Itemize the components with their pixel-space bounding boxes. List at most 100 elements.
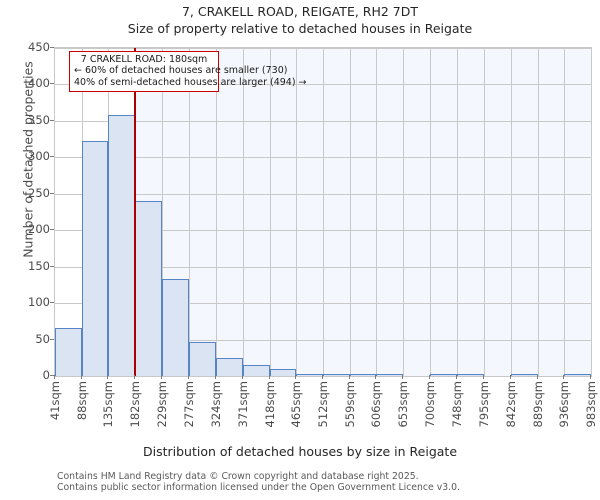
y-axis-tick-mark — [50, 193, 54, 194]
gridline-vertical — [162, 48, 163, 376]
x-axis-tick-mark — [188, 375, 189, 379]
x-axis-tick-label: 606sqm — [369, 381, 384, 428]
gridline-vertical — [430, 48, 431, 376]
gridline-vertical — [564, 48, 565, 376]
y-axis-tick-mark — [50, 375, 54, 376]
y-axis-tick-label: 250 — [28, 185, 50, 200]
x-axis-tick-label: 983sqm — [584, 381, 598, 428]
gridline-horizontal — [55, 48, 591, 49]
x-axis-tick-label: 795sqm — [477, 381, 492, 428]
x-axis-tick-label: 748sqm — [450, 381, 465, 428]
y-axis-tick-mark — [50, 302, 54, 303]
histogram-bar — [457, 374, 485, 376]
y-axis-title: Number of detached properties — [20, 61, 36, 258]
gridline-horizontal — [55, 230, 591, 231]
x-axis-tick-label: 465sqm — [289, 381, 304, 428]
gridline-horizontal — [55, 267, 591, 268]
x-axis-tick-label: 889sqm — [530, 381, 545, 428]
annotation-line-1: 7 CRAKELL ROAD: 180sqm — [80, 54, 208, 65]
x-axis-tick-mark — [402, 375, 403, 379]
histogram-bar — [216, 357, 243, 376]
histogram-bar — [376, 374, 404, 376]
x-axis-tick-label: 653sqm — [396, 381, 411, 428]
footer-line-1: Contains HM Land Registry data © Crown c… — [57, 471, 419, 482]
x-axis-tick-label: 182sqm — [128, 381, 143, 428]
gridline-horizontal — [55, 194, 591, 195]
annotation-line-3: 40% of semi-detached houses are larger (… — [74, 76, 307, 88]
histogram-bar — [55, 327, 82, 376]
x-axis-tick-label: 41sqm — [48, 381, 62, 421]
x-axis-tick-mark — [537, 375, 538, 379]
y-axis-tick-mark — [50, 266, 54, 267]
x-axis-tick-mark — [429, 375, 430, 379]
x-axis-tick-mark — [54, 375, 55, 379]
y-axis-tick-label: 150 — [28, 258, 50, 273]
y-axis-tick-label: 300 — [28, 149, 50, 164]
gridline-horizontal — [55, 157, 591, 158]
x-axis-tick-mark — [295, 375, 296, 379]
y-axis-tick-label: 0 — [42, 368, 50, 382]
footer-attribution: Contains HM Land Registry data © Crown c… — [57, 471, 460, 493]
gridline-vertical — [323, 48, 324, 376]
y-axis-tick-label: 450 — [28, 40, 50, 54]
histogram-bar — [189, 341, 217, 376]
gridline-vertical — [350, 48, 351, 376]
x-axis-tick-mark — [375, 375, 376, 379]
x-axis-tick-mark — [510, 375, 511, 379]
property-annotation-box: 7 CRAKELL ROAD: 180sqm ← 60% of detached … — [69, 51, 307, 92]
x-axis-tick-label: 229sqm — [154, 381, 169, 428]
histogram-bar — [510, 374, 538, 376]
gridline-vertical — [538, 48, 539, 376]
y-axis-tick-label: 100 — [28, 295, 50, 310]
x-axis-tick-label: 512sqm — [316, 381, 330, 428]
y-axis-tick-label: 200 — [28, 222, 50, 237]
x-axis-tick-label: 559sqm — [342, 381, 357, 428]
gridline-horizontal — [55, 303, 591, 304]
gridline-vertical — [189, 48, 190, 376]
gridline-vertical — [270, 48, 271, 376]
footer-line-2: Contains public sector information licen… — [57, 482, 460, 493]
x-axis-tick-mark — [81, 375, 82, 379]
x-axis-tick-mark — [483, 375, 484, 379]
larger-properties-shaded-region — [134, 48, 591, 376]
y-axis-tick-mark — [50, 83, 54, 84]
x-axis-tick-mark — [322, 375, 323, 379]
y-axis-tick-mark — [50, 156, 54, 157]
x-axis-tick-mark — [242, 375, 243, 379]
x-axis-tick-label: 371sqm — [235, 381, 250, 428]
page-title: 7, CRAKELL ROAD, REIGATE, RH2 7DT — [181, 4, 419, 19]
gridline-vertical — [403, 48, 404, 376]
x-axis-tick-label: 418sqm — [262, 381, 277, 428]
x-axis-tick-label: 88sqm — [74, 381, 89, 421]
histogram-bar — [108, 115, 136, 376]
gridline-horizontal — [55, 84, 591, 85]
histogram-bar — [323, 374, 350, 376]
gridline-vertical — [511, 48, 512, 376]
gridline-vertical — [484, 48, 485, 376]
x-axis-title: Distribution of detached houses by size … — [142, 444, 458, 459]
y-axis-tick-mark — [50, 47, 54, 48]
histogram-bar — [161, 279, 190, 376]
x-axis-tick-mark — [563, 375, 564, 379]
x-axis-tick-mark — [349, 375, 350, 379]
property-size-marker-line — [134, 48, 137, 376]
gridline-vertical — [457, 48, 458, 376]
x-axis-tick-mark — [107, 375, 108, 379]
y-axis-tick-mark — [50, 339, 54, 340]
gridline-vertical — [376, 48, 377, 376]
histogram-bar — [242, 365, 270, 376]
y-axis-tick-mark — [50, 120, 54, 121]
gridline-vertical — [296, 48, 297, 376]
y-axis-tick-label: 350 — [28, 112, 50, 127]
gridline-vertical — [243, 48, 244, 376]
x-axis-tick-label: 842sqm — [503, 381, 518, 428]
x-axis-tick-mark — [456, 375, 457, 379]
histogram-bar — [296, 373, 323, 376]
x-axis-tick-label: 324sqm — [209, 381, 224, 428]
chart-subtitle: Size of property relative to detached ho… — [127, 21, 473, 36]
x-axis-tick-label: 135sqm — [101, 381, 116, 428]
x-axis-tick-label: 277sqm — [182, 381, 197, 428]
plot-area — [54, 47, 592, 377]
x-axis-tick-mark — [161, 375, 162, 379]
